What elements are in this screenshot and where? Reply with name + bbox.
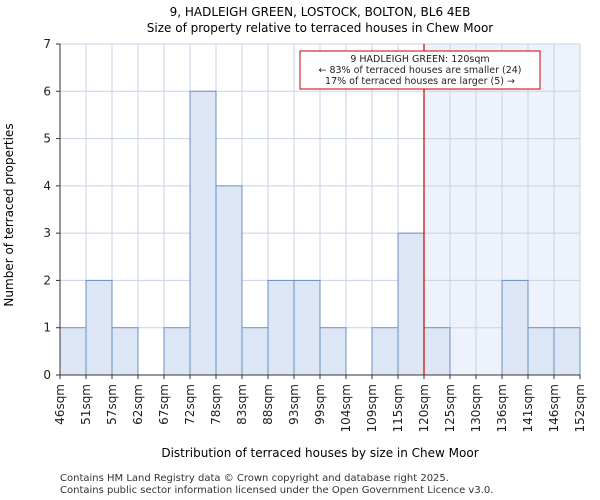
bar bbox=[501, 279, 529, 376]
y-tick-label: 1 bbox=[43, 321, 51, 335]
y-tick-label: 0 bbox=[43, 368, 51, 382]
plot-area: 0 1 2 3 4 5 6 7 46sqm 51sqm 57sqm 62sqm 67sqm 72sqm 78… bbox=[43, 37, 587, 432]
y-tick-label: 6 bbox=[43, 84, 51, 98]
x-tick-label: 83sqm bbox=[235, 384, 249, 425]
y-axis-label: Number of terraced properties bbox=[2, 123, 16, 306]
y-tick-label: 3 bbox=[43, 226, 51, 240]
bar bbox=[527, 327, 555, 376]
bar bbox=[423, 327, 451, 376]
x-tick-label: 78sqm bbox=[209, 384, 223, 425]
footer-copyright: Contains HM Land Registry data © Crown c… bbox=[60, 473, 449, 484]
bar bbox=[111, 327, 139, 376]
x-tick-label: 72sqm bbox=[183, 384, 197, 425]
x-tick-label: 130sqm bbox=[469, 384, 483, 432]
x-tick-label: 104sqm bbox=[339, 384, 353, 432]
bar bbox=[241, 327, 269, 376]
x-tick-label: 51sqm bbox=[79, 384, 93, 425]
bar bbox=[85, 279, 113, 376]
bar bbox=[397, 232, 425, 376]
x-tick-label: 125sqm bbox=[443, 384, 457, 432]
y-tick-label: 5 bbox=[43, 132, 51, 146]
annotation-box bbox=[299, 50, 541, 90]
x-tick-label: 120sqm bbox=[417, 384, 431, 432]
footer-licence: Contains public sector information licen… bbox=[60, 485, 494, 496]
bar bbox=[163, 327, 191, 376]
bar bbox=[215, 185, 243, 376]
annotation-line: ← 83% of terraced houses are smaller (24… bbox=[318, 65, 521, 76]
bar bbox=[293, 279, 321, 376]
x-tick-label: 46sqm bbox=[53, 384, 67, 425]
x-tick-label: 141sqm bbox=[521, 384, 535, 432]
y-tick-label: 4 bbox=[43, 179, 51, 193]
annotation-line: 9 HADLEIGH GREEN: 120sqm bbox=[350, 54, 489, 65]
x-tick-label: 67sqm bbox=[157, 384, 171, 425]
x-axis-label: Distribution of terraced houses by size … bbox=[161, 446, 478, 460]
chart-title: 9, HADLEIGH GREEN, LOSTOCK, BOLTON, BL6 … bbox=[170, 5, 471, 19]
x-tick-label: 57sqm bbox=[105, 384, 119, 425]
bar bbox=[319, 327, 347, 376]
x-tick-label: 136sqm bbox=[495, 384, 509, 432]
annotation-line: 17% of terraced houses are larger (5) → bbox=[325, 76, 515, 87]
chart-subtitle: Size of property relative to terraced ho… bbox=[147, 21, 494, 35]
bar bbox=[371, 327, 399, 376]
x-tick-label: 146sqm bbox=[547, 384, 561, 432]
x-tick-label: 99sqm bbox=[313, 384, 327, 425]
y-tick-label: 7 bbox=[43, 37, 51, 51]
x-tick-label: 93sqm bbox=[287, 384, 301, 425]
y-tick-label: 2 bbox=[43, 273, 51, 287]
x-tick-label: 115sqm bbox=[391, 384, 405, 432]
bar bbox=[189, 90, 217, 376]
x-tick-label: 109sqm bbox=[365, 384, 379, 432]
bar bbox=[267, 279, 295, 376]
x-tick-label: 88sqm bbox=[261, 384, 275, 425]
x-tick-label: 62sqm bbox=[131, 384, 145, 425]
x-tick-label: 152sqm bbox=[573, 384, 587, 432]
bar bbox=[59, 327, 87, 376]
bar bbox=[553, 327, 581, 376]
